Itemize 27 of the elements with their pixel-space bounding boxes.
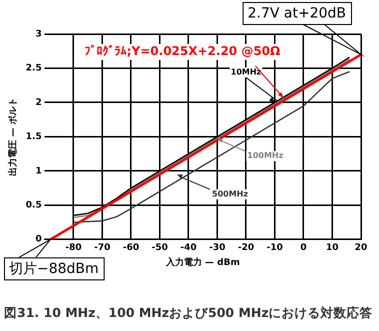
y-tick-label: 2: [35, 98, 42, 108]
y-tick-label: 2.5: [26, 64, 42, 74]
x-tick-label: -50: [152, 243, 168, 254]
annotation: 切片−88dBm: [9, 261, 99, 278]
x-tick-label: 10: [326, 243, 339, 254]
text: 図31. 10 MHz、100 MHzおよび500 MHzにおける対数応答: [3, 305, 374, 322]
x-axis-title: 入力電力 — dBm: [164, 256, 240, 268]
x-tick-label: 0: [300, 243, 307, 254]
y-tick-label: 0.5: [26, 200, 42, 211]
x-tick-label: -70: [94, 243, 110, 254]
text: 10MHz: [230, 68, 262, 77]
annotation: 2.7V at+20dB: [248, 6, 346, 22]
y-axis-title: 出力電圧 — ボルト: [8, 98, 19, 176]
x-tick-label: -80: [65, 243, 82, 254]
text: 100MHz: [247, 151, 284, 160]
y-tick-label: 1.5: [26, 132, 42, 142]
y-tick-label: 3: [35, 29, 42, 40]
x-tick-label: -60: [122, 243, 140, 254]
x-tick-label: -10: [266, 243, 283, 254]
y-tick-label: 1: [35, 166, 42, 176]
y-tick-label: 0: [35, 234, 42, 245]
x-tick-label: 20: [354, 243, 368, 254]
x-tick-label: -20: [238, 243, 254, 254]
x-tick-label: -40: [180, 243, 197, 254]
text: 500MHz: [212, 189, 248, 198]
annotation: ﾌﾟﾛｸﾞﾗﾑ;Y=0.025X+2.20 @50Ω: [84, 44, 280, 58]
x-tick-label: -30: [209, 243, 226, 254]
